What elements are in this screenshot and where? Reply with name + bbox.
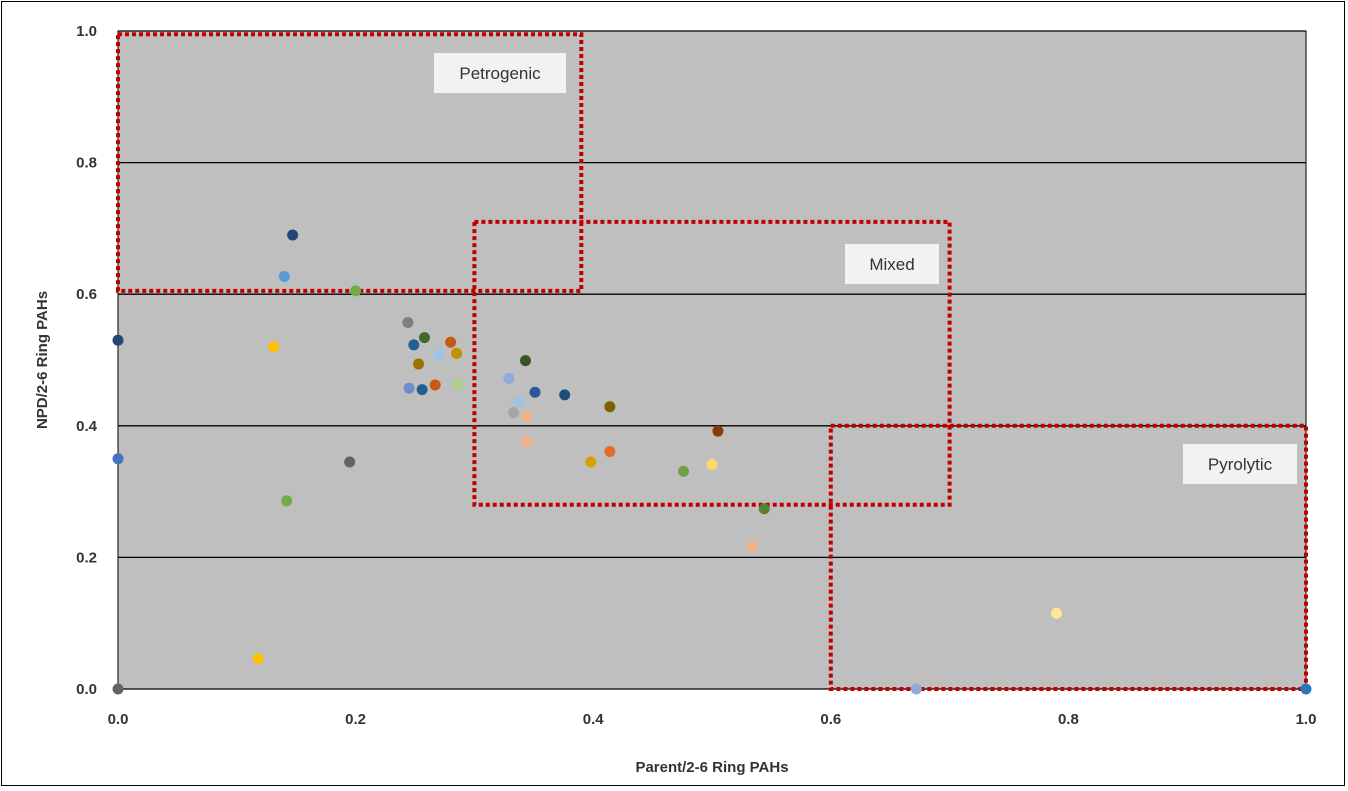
- data-point: [408, 339, 420, 351]
- data-point: [268, 341, 280, 353]
- data-point: [677, 465, 689, 477]
- data-point: [604, 445, 616, 457]
- data-point: [910, 683, 922, 695]
- data-point: [746, 541, 758, 553]
- data-point: [451, 347, 463, 359]
- y-tick-labels: 0.0 0.2 0.4 0.6 0.8 1.0: [76, 23, 98, 698]
- data-points: [112, 229, 1312, 695]
- y-tick-label: 1.0: [76, 23, 97, 40]
- data-point: [287, 229, 299, 241]
- x-tick-label: 1.0: [1296, 711, 1317, 728]
- region-label-pyrolytic: Pyrolytic: [1208, 455, 1273, 474]
- data-point: [529, 386, 541, 398]
- region-box-mixed: [472, 219, 952, 507]
- region-label-petrogenic: Petrogenic: [459, 64, 541, 83]
- y-tick-label: 0.4: [76, 418, 98, 435]
- region-label-box-mixed: [845, 244, 939, 284]
- data-point: [758, 503, 770, 515]
- data-point: [402, 316, 414, 328]
- data-point: [429, 379, 441, 391]
- plot-area: [117, 30, 1307, 690]
- data-point: [521, 436, 533, 448]
- data-point: [508, 407, 520, 419]
- region-box-petrogenic: [116, 32, 584, 293]
- region-label-box-pyrolytic: [1183, 444, 1297, 484]
- data-point: [512, 395, 524, 407]
- gridlines: [118, 30, 1306, 690]
- data-point: [344, 456, 356, 468]
- data-point: [416, 384, 428, 396]
- data-point: [445, 336, 457, 348]
- region-box-pyrolytic: [828, 423, 1308, 691]
- data-point: [112, 683, 124, 695]
- data-point: [585, 456, 597, 468]
- y-tick-label: 0.6: [76, 286, 97, 303]
- x-tick-label: 0.0: [108, 711, 129, 728]
- data-point: [252, 653, 264, 665]
- data-point: [559, 389, 571, 401]
- x-tick-label: 0.8: [1058, 711, 1079, 728]
- data-point: [278, 270, 290, 282]
- data-point: [503, 372, 515, 384]
- y-tick-label: 0.8: [76, 155, 97, 172]
- data-point: [521, 411, 533, 423]
- y-tick-label: 0.0: [76, 681, 97, 698]
- data-point: [112, 453, 124, 465]
- x-tick-label: 0.2: [345, 711, 366, 728]
- data-point: [433, 349, 445, 361]
- data-point: [281, 495, 293, 507]
- data-point: [1051, 607, 1063, 619]
- data-point: [519, 355, 531, 367]
- data-point: [604, 401, 616, 413]
- data-point: [706, 459, 718, 471]
- data-point: [452, 379, 464, 391]
- y-tick-label: 0.2: [76, 549, 97, 566]
- source-regions: Petrogenic Mixed Pyrolytic: [116, 32, 1308, 691]
- data-point: [419, 332, 431, 344]
- data-point: [712, 425, 724, 437]
- x-axis-title: Parent/2-6 Ring PAHs: [635, 759, 788, 776]
- y-axis-title: NPD/2-6 Ring PAHs: [34, 291, 51, 429]
- region-label-mixed: Mixed: [869, 255, 914, 274]
- data-point: [403, 382, 415, 394]
- data-point: [413, 358, 425, 370]
- data-point: [112, 334, 124, 346]
- x-tick-label: 0.6: [820, 711, 841, 728]
- data-point: [350, 285, 362, 297]
- x-tick-labels: 0.0 0.2 0.4 0.6 0.8 1.0: [108, 711, 1317, 728]
- x-tick-label: 0.4: [583, 711, 605, 728]
- region-label-box-petrogenic: [434, 53, 566, 93]
- data-point: [1300, 683, 1312, 695]
